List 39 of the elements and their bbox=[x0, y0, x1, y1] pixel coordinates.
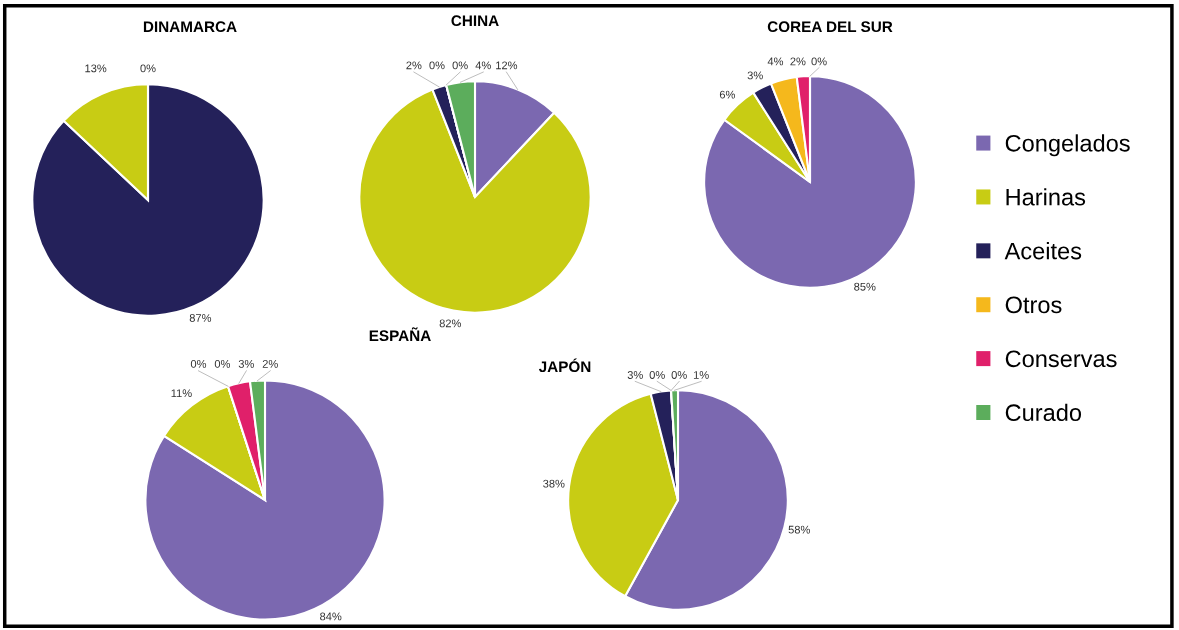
text: 0% bbox=[140, 64, 156, 73]
legend-label: Otros bbox=[1005, 296, 1062, 314]
legend-label: Curado bbox=[1005, 403, 1082, 422]
pie-slice bbox=[144, 379, 386, 621]
data-label: 85% bbox=[854, 282, 876, 291]
chart-title: CHINA bbox=[451, 15, 499, 27]
data-label: 2% bbox=[406, 61, 422, 70]
text: 0% bbox=[214, 359, 231, 368]
legend-label: Congelados bbox=[1005, 134, 1130, 157]
data-label: 84% bbox=[320, 612, 342, 621]
text: 0% bbox=[811, 57, 827, 66]
chart-title: JAPÓN bbox=[538, 358, 591, 373]
data-label: 87% bbox=[189, 314, 212, 322]
legend-label: Conservas bbox=[1005, 350, 1117, 368]
data-label: 11% bbox=[171, 389, 192, 398]
data-label: 6% bbox=[719, 90, 736, 99]
text: 0% bbox=[190, 359, 207, 368]
data-label: 13% bbox=[85, 64, 107, 73]
chart-title: ESPAÑA bbox=[369, 327, 431, 342]
data-label: 3% bbox=[627, 371, 643, 379]
data-label: 1% bbox=[693, 371, 709, 379]
text: 0% bbox=[452, 61, 468, 70]
data-label: 2% bbox=[790, 57, 806, 66]
data-label: 2% bbox=[262, 359, 278, 368]
text: 0% bbox=[429, 61, 445, 70]
data-label: 3% bbox=[747, 71, 763, 80]
chart-title: COREA DEL SUR bbox=[767, 21, 893, 33]
data-label: 4% bbox=[475, 61, 491, 70]
legend-label: Harinas bbox=[1006, 188, 1086, 206]
text: 0% bbox=[649, 371, 665, 379]
text: 0% bbox=[671, 371, 687, 379]
legend-label: Aceites bbox=[1004, 242, 1082, 260]
data-label: 12% bbox=[496, 61, 518, 70]
data-label: 3% bbox=[238, 359, 254, 368]
data-label: 4% bbox=[767, 57, 784, 66]
data-label: 82% bbox=[439, 319, 462, 328]
data-label: 38% bbox=[543, 479, 565, 488]
data-label: 58% bbox=[788, 525, 810, 534]
chart-title: DINAMARCA bbox=[143, 21, 237, 33]
